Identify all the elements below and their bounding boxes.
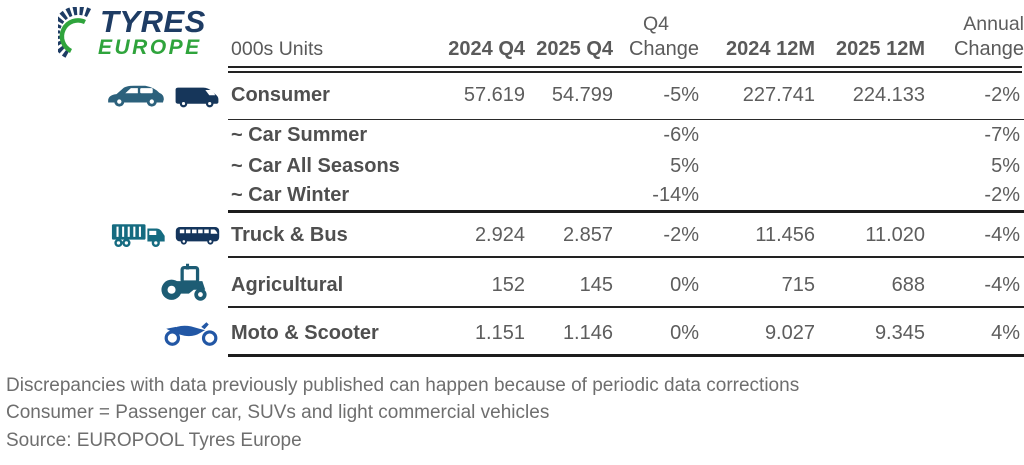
consumer-annual-change: -2% (925, 73, 1024, 120)
car-summer-q4-change: -6% (663, 123, 699, 146)
table-row-car-all-seasons: ~ Car All Seasons 5% 5% (0, 151, 1024, 182)
moto-scooter-annual-change: 4% (925, 308, 1024, 357)
header-q4-change: Q4 Change (613, 0, 699, 66)
car-winter-2024-q4 (437, 182, 525, 213)
car-summer-2024-12m (699, 120, 815, 151)
tractor-icon (160, 263, 212, 303)
truck-bus-icons (0, 213, 228, 258)
col-label-annual-top: Annual (963, 13, 1024, 35)
row-label-consumer: Consumer (228, 73, 437, 120)
bus-icon (175, 224, 220, 246)
agricultural-2024-q4: 152 (437, 258, 525, 308)
footnote-source: Source: EUROPOOL Tyres Europe (6, 429, 302, 451)
car-all-seasons-2024-q4 (437, 151, 525, 182)
header-annual-change: Annual Change (925, 0, 1024, 66)
row-label-moto-scooter: Moto & Scooter (228, 308, 437, 357)
table-row-truck-bus: Truck & Bus 2.924 2.857 -2% 11.456 11.02… (0, 213, 1024, 258)
col-label-q4-top: Q4 (642, 13, 669, 35)
moto-scooter-2024-q4: 1.151 (437, 308, 525, 357)
agricultural-2025-12m: 688 (815, 258, 925, 308)
table-row-consumer: Consumer 57.619 54.799 -5% 227.741 224.1… (0, 73, 1024, 120)
car-summer-2024-q4 (437, 120, 525, 151)
truck-bus-2024-12m: 11.456 (699, 213, 815, 258)
car-all-seasons-q4-change: 5% (670, 154, 699, 177)
consumer-q4-change: -5% (613, 73, 699, 120)
logo-word-europe: EUROPE (98, 36, 202, 59)
col-label-q4-change: Change (628, 38, 699, 60)
row-label-car-winter: ~ Car Winter (228, 182, 437, 213)
car-summer-2025-q4 (525, 120, 613, 151)
footnote-discrepancies: Discrepancies with data previously publi… (6, 374, 800, 396)
agricultural-q4-change: 0% (613, 258, 699, 308)
car-all-seasons-2024-12m (699, 151, 815, 182)
car-summer-annual-change: -7% (984, 123, 1020, 146)
header-2024-12m: 2024 12M (699, 0, 815, 66)
table-header-row: 000s Units 2024 Q4 2025 Q4 Q4 Change 202… (0, 0, 1024, 66)
header-2025-q4: 2025 Q4 (525, 0, 613, 66)
agricultural-annual-change: -4% (925, 258, 1024, 308)
header-2025-12m: 2025 12M (815, 0, 925, 66)
moto-scooter-2025-q4: 1.146 (525, 308, 613, 357)
footnotes: Discrepancies with data previously publi… (0, 357, 1024, 455)
agricultural-icons (0, 258, 228, 308)
van-icon (174, 83, 220, 109)
truck-bus-2025-q4: 2.857 (525, 213, 613, 258)
row-label-truck-bus: Truck & Bus (228, 213, 437, 258)
motorcycle-icon (162, 318, 220, 346)
col-label-annual-change: Change (953, 38, 1024, 60)
car-winter-annual-change: -2% (925, 182, 1024, 213)
consumer-2024-12m: 227.741 (699, 73, 815, 120)
col-label-2025-12m: 2025 12M (836, 38, 925, 60)
consumer-2024-q4: 57.619 (437, 73, 525, 120)
units-header-cell: 000s Units (228, 0, 437, 66)
empty-icon-cell (0, 182, 228, 213)
moto-scooter-2025-12m: 9.345 (815, 308, 925, 357)
units-label: 000s Units (231, 38, 324, 60)
moto-scooter-q4-change: 0% (613, 308, 699, 357)
truck-icon (110, 221, 168, 249)
table-row-car-summer: ~ Car Summer -6% -7% (0, 120, 1024, 151)
moto-scooter-2024-12m: 9.027 (699, 308, 815, 357)
car-winter-q4-change: -14% (613, 182, 699, 213)
car-winter-2024-12m (699, 182, 815, 213)
logo-text: TYRES EUROPE (98, 4, 206, 59)
moto-icons (0, 308, 228, 357)
car-all-seasons-2025-12m (815, 151, 925, 182)
car-winter-2025-q4 (525, 182, 613, 213)
car-icon (105, 83, 167, 109)
truck-bus-2025-12m: 11.020 (815, 213, 925, 258)
table-row-agricultural: Agricultural 152 145 0% 715 688 -4% (0, 258, 1024, 308)
truck-bus-2024-q4: 2.924 (437, 213, 525, 258)
truck-bus-annual-change: -4% (925, 213, 1024, 258)
header-2024-q4: 2024 Q4 (437, 0, 525, 66)
truck-bus-q4-change: -2% (613, 213, 699, 258)
tyre-tread-icon (58, 7, 98, 63)
car-all-seasons-annual-change: 5% (991, 154, 1020, 177)
car-all-seasons-2025-q4 (525, 151, 613, 182)
car-winter-2025-12m (815, 182, 925, 213)
tyres-europe-logo: TYRES EUROPE (58, 4, 206, 63)
agricultural-2025-q4: 145 (525, 258, 613, 308)
agricultural-2024-12m: 715 (699, 258, 815, 308)
footnote-consumer-definition: Consumer = Passenger car, SUVs and light… (6, 402, 550, 423)
table-row-moto-scooter: Moto & Scooter 1.151 1.146 0% 9.027 9.34… (0, 308, 1024, 357)
row-label-car-summer: ~ Car Summer (231, 123, 368, 146)
header-double-rule (228, 66, 1022, 73)
logo-word-tyres: TYRES (100, 4, 206, 39)
col-label-2025-q4: 2025 Q4 (536, 38, 613, 60)
consumer-2025-12m: 224.133 (815, 73, 925, 120)
col-label-2024-q4: 2024 Q4 (448, 38, 525, 60)
col-label-2024-12m: 2024 12M (726, 38, 815, 60)
consumer-2025-q4: 54.799 (525, 73, 613, 120)
row-label-car-all-seasons: ~ Car All Seasons (231, 154, 400, 177)
empty-icon-cell (0, 151, 228, 182)
empty-icon-cell (0, 120, 228, 151)
table-row-car-winter: ~ Car Winter -14% -2% (0, 182, 1024, 213)
car-summer-2025-12m (815, 120, 925, 151)
row-label-agricultural: Agricultural (228, 258, 437, 308)
consumer-icons (0, 73, 228, 120)
